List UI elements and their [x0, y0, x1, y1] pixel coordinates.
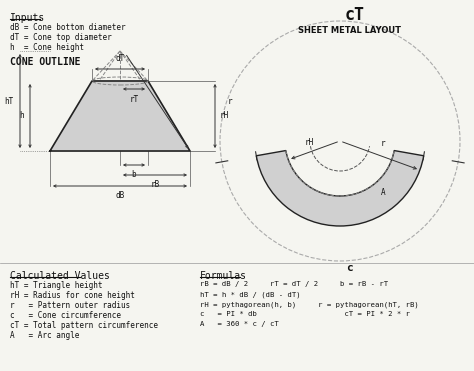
- Text: rH: rH: [220, 112, 229, 121]
- Text: rH: rH: [304, 138, 314, 147]
- Text: Formulas: Formulas: [200, 271, 247, 281]
- Wedge shape: [256, 151, 424, 226]
- Text: hT: hT: [5, 96, 14, 105]
- Text: rB = dB / 2     rT = dT / 2     b = rB - rT: rB = dB / 2 rT = dT / 2 b = rB - rT: [200, 281, 388, 287]
- Text: r   = Pattern outer radius: r = Pattern outer radius: [10, 301, 130, 310]
- Text: hT = h * dB / (dB - dT): hT = h * dB / (dB - dT): [200, 291, 301, 298]
- Text: dB = Cone bottom diameter: dB = Cone bottom diameter: [10, 23, 126, 32]
- Text: r: r: [228, 96, 233, 105]
- Text: dT = Cone top diameter: dT = Cone top diameter: [10, 33, 112, 42]
- Text: dT: dT: [115, 54, 125, 63]
- Text: SHEET METAL LAYOUT: SHEET METAL LAYOUT: [299, 26, 401, 35]
- Text: dB: dB: [115, 191, 125, 200]
- Text: rH = pythagorean(h, b)     r = pythagorean(hT, rB): rH = pythagorean(h, b) r = pythagorean(h…: [200, 301, 419, 308]
- Text: A   = Arc angle: A = Arc angle: [10, 331, 79, 340]
- Text: A: A: [381, 188, 385, 197]
- Text: Calculated Values: Calculated Values: [10, 271, 110, 281]
- Text: rT: rT: [129, 95, 138, 104]
- Text: r: r: [381, 138, 385, 148]
- Text: rH = Radius for cone height: rH = Radius for cone height: [10, 291, 135, 300]
- Text: h: h: [19, 112, 24, 121]
- Text: CONE OUTLINE: CONE OUTLINE: [10, 57, 81, 67]
- Text: h  = Cone height: h = Cone height: [10, 43, 84, 52]
- Text: c   = PI * db                    cT = PI * 2 * r: c = PI * db cT = PI * 2 * r: [200, 311, 410, 317]
- Text: rB: rB: [150, 180, 160, 189]
- Text: cT: cT: [345, 6, 365, 24]
- Text: Inputs: Inputs: [10, 13, 45, 23]
- Text: hT = Triangle height: hT = Triangle height: [10, 281, 102, 290]
- Text: b: b: [132, 170, 137, 179]
- Text: c   = Cone circumference: c = Cone circumference: [10, 311, 121, 320]
- Text: A   = 360 * c / cT: A = 360 * c / cT: [200, 321, 279, 327]
- Polygon shape: [50, 81, 190, 151]
- Text: cT = Total pattern circumference: cT = Total pattern circumference: [10, 321, 158, 330]
- Text: c: c: [346, 263, 354, 273]
